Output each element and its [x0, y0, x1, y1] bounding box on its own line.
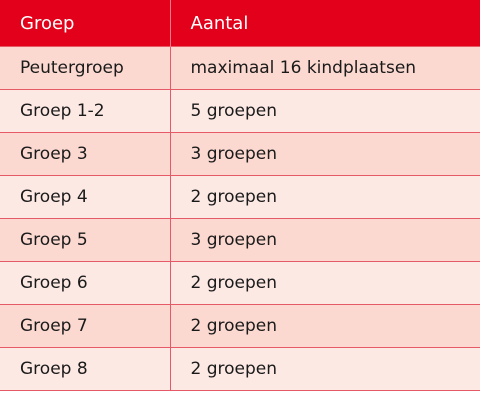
table-row: Peutergroep maximaal 16 kindplaatsen — [0, 46, 480, 90]
count-cell: maximaal 16 kindplaatsen — [170, 46, 480, 90]
table-row: Groep 3 3 groepen — [0, 132, 480, 176]
table-row: Groep 6 2 groepen — [0, 261, 480, 305]
count-cell: 2 groepen — [170, 175, 480, 219]
count-cell: 3 groepen — [170, 132, 480, 176]
group-cell: Groep 5 — [0, 218, 171, 262]
group-cell: Peutergroep — [0, 46, 171, 90]
table-row: Groep 4 2 groepen — [0, 175, 480, 219]
group-cell: Groep 4 — [0, 175, 171, 219]
count-cell: 2 groepen — [170, 347, 480, 391]
table-row: Groep 8 2 groepen — [0, 347, 480, 391]
header-aantal: Aantal — [170, 0, 480, 47]
count-cell: 3 groepen — [170, 218, 480, 262]
table-header: Groep Aantal — [0, 0, 480, 47]
header-row: Groep Aantal — [0, 0, 480, 47]
group-cell: Groep 6 — [0, 261, 171, 305]
header-groep: Groep — [0, 0, 171, 47]
table-row: Groep 1-2 5 groepen — [0, 89, 480, 133]
group-cell: Groep 7 — [0, 304, 171, 348]
groups-table: Groep Aantal Peutergroep maximaal 16 kin… — [0, 0, 480, 391]
count-cell: 2 groepen — [170, 261, 480, 305]
group-cell: Groep 3 — [0, 132, 171, 176]
group-cell: Groep 1-2 — [0, 89, 171, 133]
count-cell: 2 groepen — [170, 304, 480, 348]
table-row: Groep 7 2 groepen — [0, 304, 480, 348]
table-body: Peutergroep maximaal 16 kindplaatsen Gro… — [0, 46, 480, 391]
group-cell: Groep 8 — [0, 347, 171, 391]
count-cell: 5 groepen — [170, 89, 480, 133]
table-row: Groep 5 3 groepen — [0, 218, 480, 262]
